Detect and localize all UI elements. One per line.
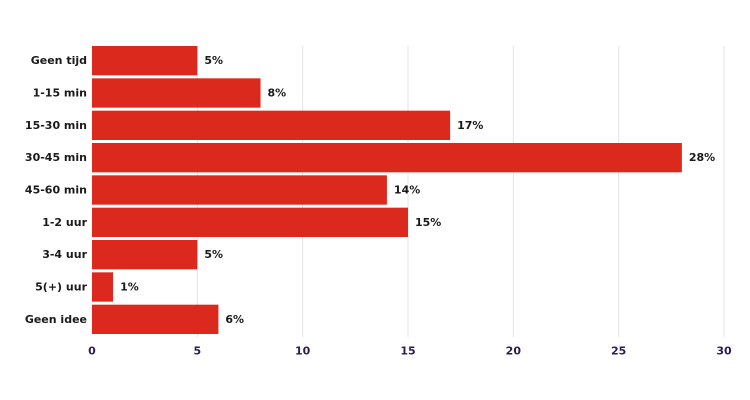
data-label: 5% bbox=[204, 54, 223, 67]
category-label: 1-2 uur bbox=[42, 216, 87, 229]
data-label: 17% bbox=[457, 119, 483, 132]
category-label: 45-60 min bbox=[25, 184, 87, 197]
x-tick-label: 15 bbox=[400, 345, 415, 358]
category-label: 30-45 min bbox=[25, 151, 87, 164]
bar bbox=[92, 143, 682, 173]
x-tick-label: 25 bbox=[611, 345, 626, 358]
category-label: 15-30 min bbox=[25, 119, 87, 132]
bar bbox=[92, 207, 408, 237]
x-tick-label: 20 bbox=[506, 345, 522, 358]
data-label: 15% bbox=[415, 216, 441, 229]
category-label: Geen idee bbox=[25, 313, 87, 326]
x-tick-label: 30 bbox=[716, 345, 732, 358]
bar bbox=[92, 272, 114, 302]
bar bbox=[92, 78, 261, 108]
bar bbox=[92, 46, 198, 76]
data-label: 14% bbox=[394, 184, 420, 197]
bar bbox=[92, 110, 451, 140]
x-tick-label: 5 bbox=[194, 345, 202, 358]
x-axis-ticks: 0 5 10 15 20 25 30 bbox=[88, 345, 732, 358]
bar bbox=[92, 304, 219, 334]
x-tick-label: 10 bbox=[295, 345, 311, 358]
data-label: 8% bbox=[268, 87, 287, 100]
bar bbox=[92, 240, 198, 270]
category-label: 1-15 min bbox=[33, 87, 87, 100]
category-label: 3-4 uur bbox=[42, 248, 87, 261]
data-label: 6% bbox=[225, 313, 244, 326]
x-tick-label: 0 bbox=[88, 345, 96, 358]
labels-layer: Geen tijd 5% 1-15 min 8% 15-30 min 17% 30-45 m… bbox=[25, 54, 715, 326]
category-label: 5(+) uur bbox=[35, 281, 87, 294]
category-label: Geen tijd bbox=[31, 54, 87, 67]
bars-layer bbox=[92, 46, 682, 334]
bar bbox=[92, 175, 387, 205]
data-label: 28% bbox=[689, 151, 715, 164]
grid-layer bbox=[196, 46, 725, 337]
data-label: 1% bbox=[120, 281, 139, 294]
data-label: 5% bbox=[204, 248, 223, 261]
